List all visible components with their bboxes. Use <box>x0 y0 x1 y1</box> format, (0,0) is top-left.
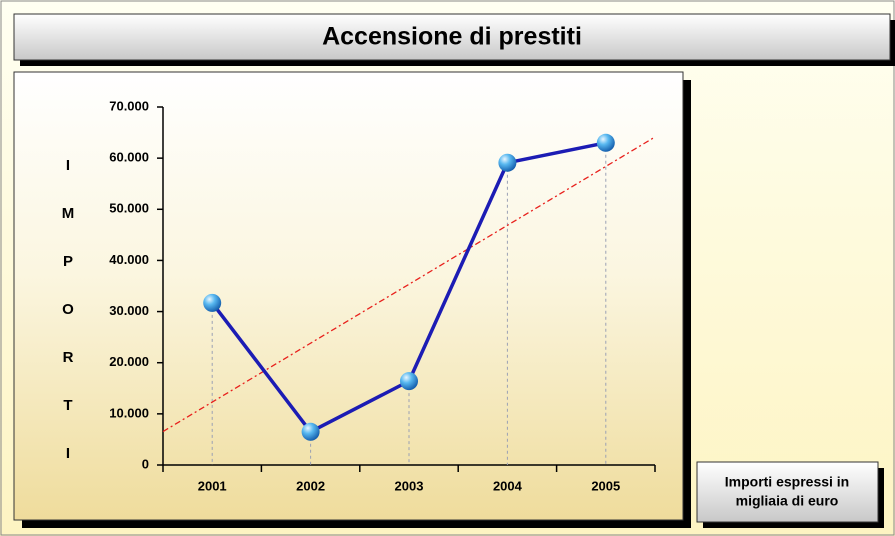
plot-panel <box>13 71 684 521</box>
point <box>596 133 615 152</box>
y-tick-label: 70.000 <box>109 98 149 113</box>
note-text: Importi espressi in <box>725 474 849 490</box>
y-tick-label: 40.000 <box>109 252 149 267</box>
note-text: migliaia di euro <box>736 493 839 509</box>
note-box <box>696 461 879 523</box>
y-tick-label: 10.000 <box>109 405 149 420</box>
point <box>203 293 222 312</box>
point <box>498 153 517 172</box>
y-tick-label: 20.000 <box>109 354 149 369</box>
y-tick-label: 30.000 <box>109 303 149 318</box>
x-tick-label: 2004 <box>493 478 523 493</box>
x-tick-label: 2002 <box>296 478 325 493</box>
point <box>400 372 418 391</box>
y-tick-label: 60.000 <box>109 150 149 165</box>
point <box>301 422 320 441</box>
title-bar <box>13 13 891 61</box>
x-tick-label: 2001 <box>198 478 227 493</box>
trend-line <box>162 136 656 433</box>
chart-title: Accensione di prestiti <box>322 23 582 51</box>
y-tick-label: 50.000 <box>109 201 149 216</box>
y-axis-label: IMPORTI <box>60 157 77 493</box>
x-tick-label: 2005 <box>591 478 620 493</box>
x-tick-label: 2003 <box>395 478 424 493</box>
y-tick-label: 0 <box>142 456 149 471</box>
